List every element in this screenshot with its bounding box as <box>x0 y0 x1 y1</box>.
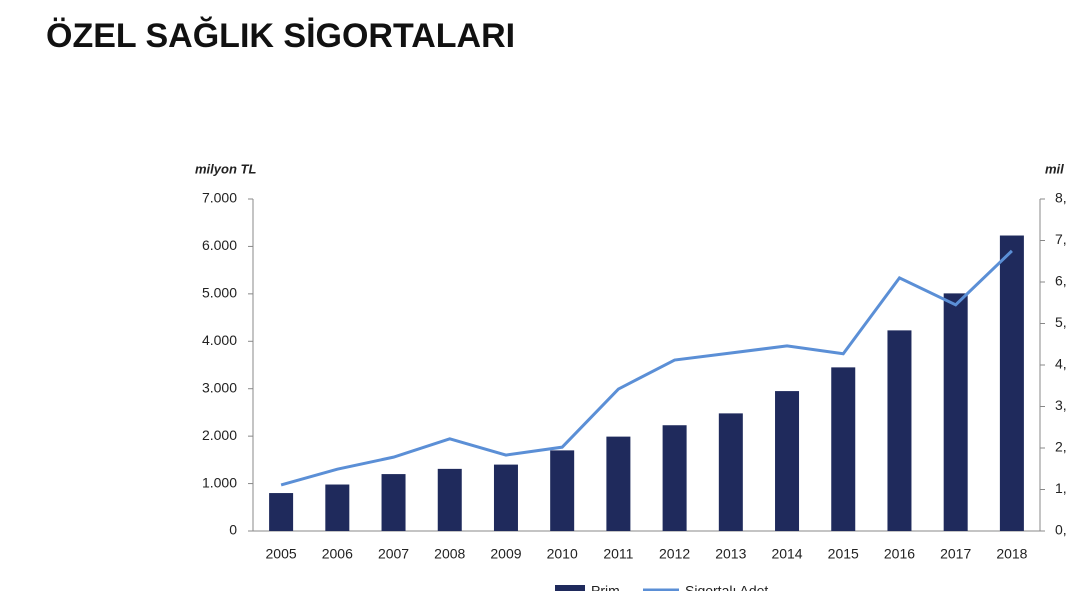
x-tick-label: 2015 <box>828 546 859 562</box>
bar <box>269 493 294 531</box>
y2-tick-label: 0, <box>1055 522 1067 538</box>
y2-tick-label: 8, <box>1055 190 1067 206</box>
bar <box>887 330 912 531</box>
legend-label: Prim <box>591 583 620 591</box>
bar <box>606 436 631 531</box>
y2-tick-label: 4, <box>1055 356 1067 372</box>
bar <box>775 391 800 531</box>
y2-tick-label: 1, <box>1055 480 1067 496</box>
y2-tick-label: 5, <box>1055 314 1067 330</box>
y-tick-label: 0 <box>229 522 237 538</box>
y-tick-label: 3.000 <box>202 379 237 395</box>
x-tick-label: 2014 <box>771 546 802 562</box>
x-tick-label: 2010 <box>547 546 578 562</box>
x-tick-label: 2011 <box>603 546 633 562</box>
y-tick-label: 5.000 <box>202 285 237 301</box>
y2-tick-label: 2, <box>1055 439 1067 455</box>
y-tick-label: 4.000 <box>202 332 237 348</box>
x-tick-label: 2008 <box>434 546 465 562</box>
x-tick-label: 2012 <box>659 546 690 562</box>
y2-tick-label: 3, <box>1055 397 1067 413</box>
legend-label: Sigortalı Adet <box>685 583 768 591</box>
y-axis-title: milyon TL <box>195 161 256 176</box>
x-tick-label: 2005 <box>266 546 297 562</box>
bar <box>437 468 462 531</box>
y-tick-label: 7.000 <box>202 190 237 206</box>
bar <box>381 474 406 531</box>
bar <box>550 450 575 531</box>
y2-tick-label: 7, <box>1055 231 1067 247</box>
line <box>280 249 1013 487</box>
chart-title: ÖZEL SAĞLIK SİGORTALARI <box>46 17 515 55</box>
y-tick-label: 1.000 <box>202 474 237 490</box>
y-tick-label: 2.000 <box>202 427 237 443</box>
bar <box>493 464 518 531</box>
bar <box>831 367 856 531</box>
bar <box>943 293 968 531</box>
bar <box>662 425 687 531</box>
x-tick-label: 2017 <box>940 546 971 562</box>
y2-tick-label: 6, <box>1055 273 1067 289</box>
x-tick-label: 2016 <box>884 546 915 562</box>
x-tick-label: 2009 <box>490 546 521 562</box>
x-tick-label: 2013 <box>715 546 746 562</box>
y2-axis-title: mil <box>1045 161 1064 176</box>
y-tick-label: 6.000 <box>202 237 237 253</box>
legend-swatch <box>555 585 585 591</box>
bar <box>999 235 1024 531</box>
x-tick-label: 2007 <box>378 546 409 562</box>
x-tick-label: 2006 <box>322 546 353 562</box>
bar <box>718 413 743 531</box>
x-tick-label: 2018 <box>996 546 1027 562</box>
bar <box>325 484 350 531</box>
